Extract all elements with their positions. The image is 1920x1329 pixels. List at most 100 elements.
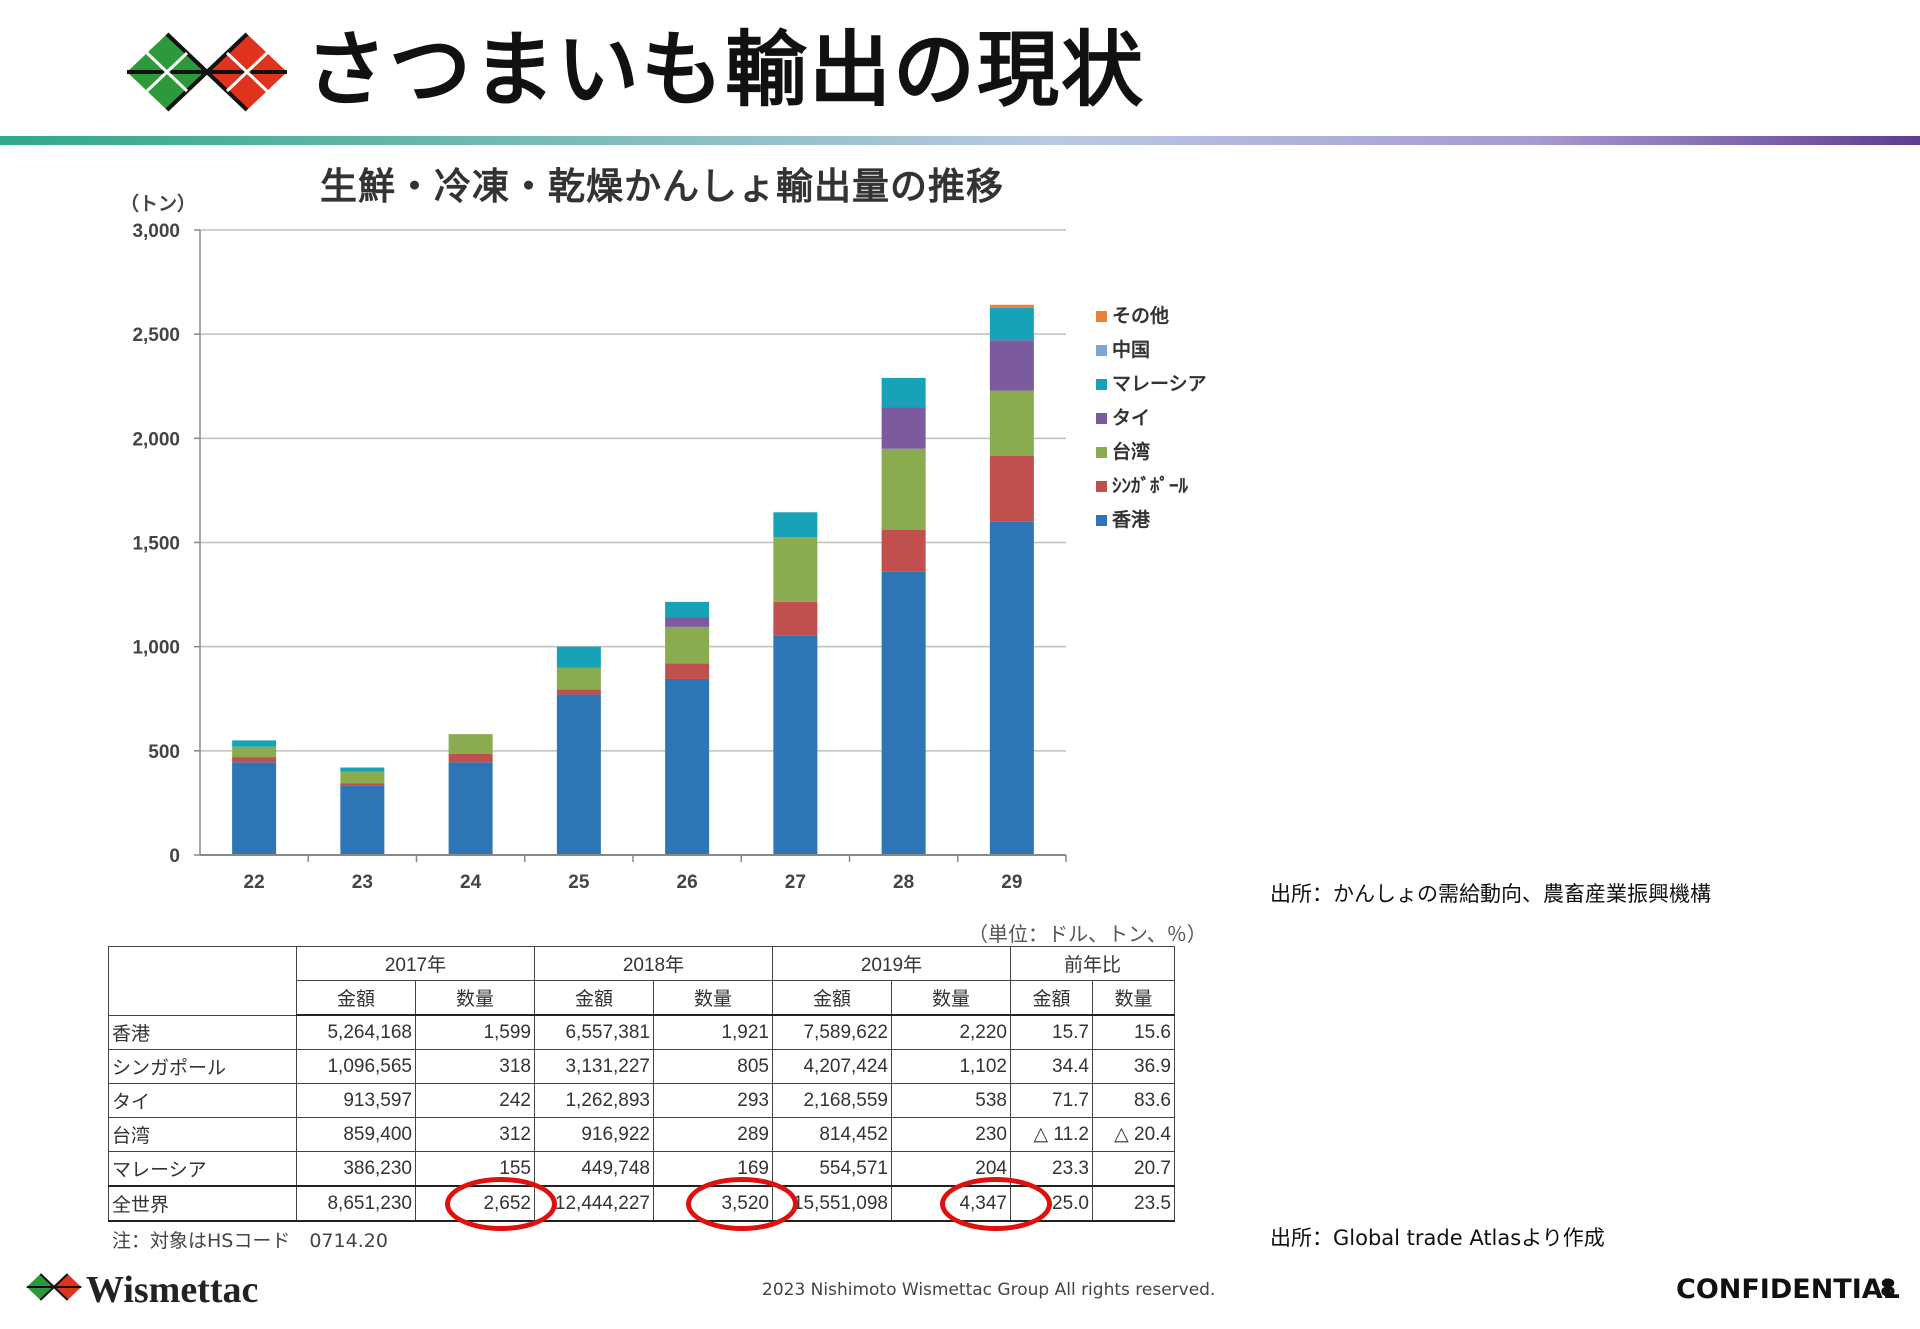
table-subheader: 金額 — [296, 980, 416, 1016]
table-row: シンガポール 1,096,565 318 3,131,227 805 4,207,424 1… — [108, 1049, 1175, 1084]
copyright-text: 2023 Nishimoto Wismettac Group All right… — [762, 1280, 1216, 1300]
table-cell: 859,400 — [296, 1117, 416, 1152]
bar-segment — [448, 762, 493, 855]
stacked-bar-chart: 0 500 1,000 1,500 2,000 2,500 3,000 （トン） 22 23 24 2… — [120, 192, 1207, 893]
legend-swatch — [1096, 481, 1107, 492]
table-cell: 8,651,230 — [296, 1185, 416, 1222]
table-cell: 83.6 — [1092, 1083, 1175, 1118]
table-subheader: 金額 — [1010, 980, 1093, 1016]
bar-segment — [989, 455, 1034, 522]
table-cell: △ 20.4 — [1092, 1117, 1175, 1152]
bar-segment — [881, 407, 926, 449]
table-year-header-row: 2017年 2018年 2019年 前年比 — [108, 946, 1175, 1016]
y-tick-label: 2,500 — [132, 325, 180, 346]
bar-segment — [232, 746, 277, 758]
x-tick-label: 25 — [568, 872, 590, 893]
bar-segment — [556, 646, 601, 668]
table-cell: 805 — [653, 1049, 773, 1084]
legend-swatch — [1096, 379, 1107, 390]
legend-label: 中国 — [1112, 338, 1150, 361]
legend-swatch — [1096, 515, 1107, 526]
table-corner-cell — [108, 946, 297, 1016]
bar-segment — [989, 521, 1034, 855]
table-cell: 1,262,893 — [534, 1083, 654, 1118]
bar-segment — [989, 307, 1034, 341]
table-cell: 3,131,227 — [534, 1049, 654, 1084]
table-year-header: 2017年 — [296, 946, 535, 981]
table-row: 台湾 859,400 312 916,922 289 814,452 230 △ 11.2 △ … — [108, 1117, 1175, 1152]
table-cell: 293 — [653, 1083, 773, 1118]
bar-segment — [665, 626, 710, 664]
table-year-header: 2018年 — [534, 946, 773, 981]
legend-swatch — [1096, 413, 1107, 424]
table-cell: 916,922 — [534, 1117, 654, 1152]
table-row: マレーシア 386,230 155 449,748 169 554,571 204 23.3 2… — [108, 1151, 1175, 1187]
y-tick-label: 500 — [148, 742, 180, 763]
table-year-header: 2019年 — [772, 946, 1011, 981]
table-cell: 6,557,381 — [534, 1014, 654, 1050]
table-cell: 71.7 — [1010, 1083, 1093, 1118]
legend-label: タイ — [1112, 407, 1150, 429]
title-divider — [0, 136, 1920, 145]
bar-segment — [556, 694, 601, 855]
bar-segment — [989, 340, 1034, 391]
table-cell: 538 — [891, 1083, 1011, 1118]
table-source-note: 出所：Global trade Atlasより作成 — [1270, 1226, 1605, 1250]
legend-swatch — [1096, 447, 1107, 458]
table-subheader: 金額 — [534, 980, 654, 1016]
table-cell: 242 — [415, 1083, 535, 1118]
table-cell: 1,599 — [415, 1014, 535, 1050]
table-cell: 23.3 — [1010, 1151, 1093, 1187]
table-cell: 2,220 — [891, 1014, 1011, 1050]
table-cell: 814,452 — [772, 1117, 892, 1152]
table-subheader: 数量 — [653, 980, 773, 1016]
bar-segment — [773, 512, 818, 538]
table-subheader: 数量 — [1092, 980, 1175, 1016]
table-cell: 1,921 — [653, 1014, 773, 1050]
table-unit-note: （単位：ドル、トン、％） — [968, 922, 1207, 946]
table-row-label: 香港 — [108, 1014, 297, 1050]
table-cell: 289 — [653, 1117, 773, 1152]
bar-segment — [232, 757, 277, 763]
table-cell: 15.7 — [1010, 1014, 1093, 1050]
bar-segment — [340, 783, 385, 786]
bar-segment — [881, 530, 926, 572]
bar-segment — [448, 753, 493, 763]
x-tick-label: 26 — [677, 872, 698, 893]
legend-swatch — [1096, 311, 1107, 322]
table-cell: △ 11.2 — [1010, 1117, 1093, 1152]
table-subheader: 金額 — [772, 980, 892, 1016]
table-cell: 20.7 — [1092, 1151, 1175, 1187]
legend-label: 香港 — [1111, 509, 1151, 531]
y-tick-label: 0 — [169, 846, 180, 867]
highlight-circle — [686, 1177, 798, 1231]
page-number: 8 — [1880, 1276, 1897, 1302]
table-cell: 4,207,424 — [772, 1049, 892, 1084]
table-cell: 449,748 — [534, 1151, 654, 1187]
table-row-label: 台湾 — [108, 1117, 297, 1152]
y-tick-label: 1,500 — [132, 534, 180, 555]
bar-segment — [989, 390, 1034, 456]
bar-segment — [773, 635, 818, 855]
bar-segment — [665, 601, 710, 618]
x-tick-label: 22 — [244, 872, 265, 893]
chart-title: 生鮮・冷凍・乾燥かんしょ輸出量の推移 — [320, 165, 1004, 208]
table-subheader: 数量 — [415, 980, 535, 1016]
table-cell: 23.5 — [1092, 1185, 1175, 1222]
legend-swatch — [1096, 345, 1107, 356]
legend-label: その他 — [1112, 304, 1169, 327]
table-cell: 230 — [891, 1117, 1011, 1152]
bar-segment — [665, 663, 710, 679]
table-cell: 15.6 — [1092, 1014, 1175, 1050]
y-tick-label: 3,000 — [132, 221, 180, 242]
x-tick-label: 24 — [460, 872, 482, 893]
table-cell: 318 — [415, 1049, 535, 1084]
table-cell: 913,597 — [296, 1083, 416, 1118]
brand-name: Wismettac — [86, 1269, 259, 1311]
bar-segment — [665, 617, 710, 627]
bar-segment — [340, 771, 385, 784]
table-cell: 554,571 — [772, 1151, 892, 1187]
table-row-label: 全世界 — [108, 1185, 297, 1222]
bar-segment — [881, 377, 926, 408]
table-row: タイ 913,597 242 1,262,893 293 2,168,559 538 71.7… — [108, 1083, 1175, 1118]
